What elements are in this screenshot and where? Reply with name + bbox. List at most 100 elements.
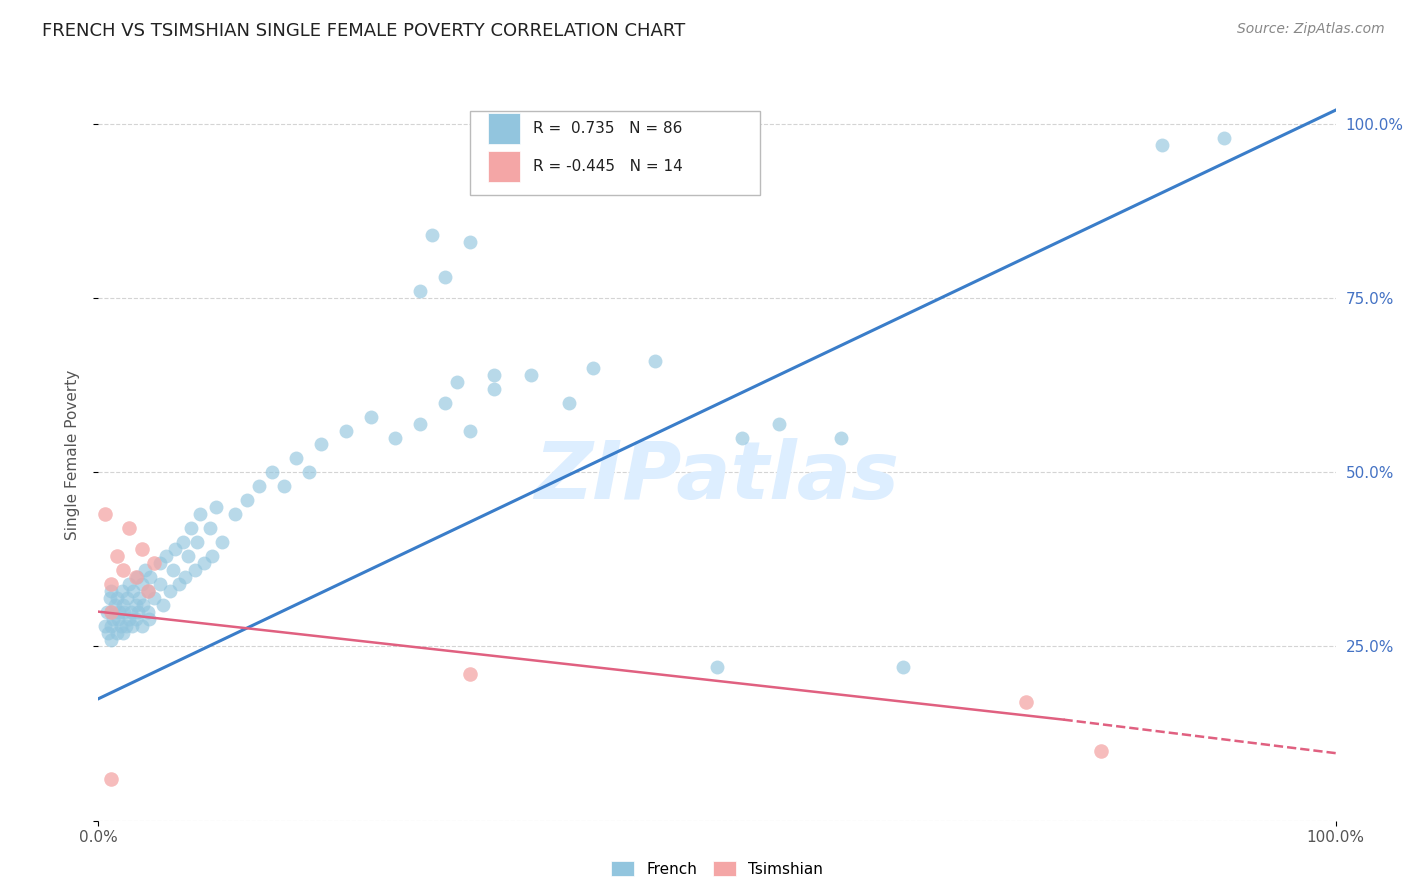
Point	[115, 591, 138, 605]
Point	[335, 424, 357, 438]
Point	[458, 424, 481, 438]
Point	[98, 591, 121, 605]
Point	[143, 556, 166, 570]
Point	[433, 270, 456, 285]
Point	[125, 570, 148, 584]
Point	[143, 591, 166, 605]
Point	[458, 235, 481, 250]
Point	[520, 368, 543, 382]
Point	[162, 563, 184, 577]
Point	[167, 576, 190, 591]
Point	[159, 583, 181, 598]
Text: Source: ZipAtlas.com: Source: ZipAtlas.com	[1237, 22, 1385, 37]
Point	[891, 660, 914, 674]
Point	[433, 395, 456, 409]
Point	[112, 625, 135, 640]
Point	[122, 583, 145, 598]
Point	[172, 535, 194, 549]
Point	[138, 612, 160, 626]
Point	[247, 479, 270, 493]
Point	[103, 612, 125, 626]
Point	[309, 437, 332, 451]
Point	[103, 598, 125, 612]
Point	[111, 583, 134, 598]
Point	[121, 618, 143, 632]
Point	[105, 549, 128, 563]
Point	[409, 417, 432, 431]
Point	[97, 625, 120, 640]
Point	[1213, 131, 1236, 145]
Point	[1015, 695, 1038, 709]
Point	[285, 451, 308, 466]
Point	[100, 618, 122, 632]
Point	[127, 605, 149, 619]
Text: ZIPatlas: ZIPatlas	[534, 438, 900, 516]
Point	[176, 549, 198, 563]
Point	[458, 667, 481, 681]
Y-axis label: Single Female Poverty: Single Female Poverty	[65, 370, 80, 540]
Point	[298, 466, 321, 480]
Point	[152, 598, 174, 612]
Point	[124, 570, 146, 584]
Point	[100, 583, 122, 598]
Point	[184, 563, 207, 577]
Point	[128, 591, 150, 605]
Point	[706, 660, 728, 674]
FancyBboxPatch shape	[470, 112, 761, 195]
Point	[112, 598, 135, 612]
Point	[644, 354, 666, 368]
Point	[93, 507, 115, 521]
Point	[136, 583, 159, 598]
Point	[112, 563, 135, 577]
Point	[108, 605, 131, 619]
Point	[114, 618, 136, 632]
Point	[136, 583, 159, 598]
Point	[273, 479, 295, 493]
Point	[236, 493, 259, 508]
Point	[180, 521, 202, 535]
Point	[118, 521, 141, 535]
Point	[149, 576, 172, 591]
Point	[131, 618, 153, 632]
Point	[484, 382, 506, 396]
Point	[211, 535, 233, 549]
Point	[132, 598, 155, 612]
Point	[124, 612, 146, 626]
Point	[96, 605, 118, 619]
Point	[201, 549, 224, 563]
Point	[557, 395, 579, 409]
Point	[100, 632, 122, 647]
Point	[155, 549, 177, 563]
Point	[198, 521, 221, 535]
Point	[484, 368, 506, 382]
Point	[360, 409, 382, 424]
Point	[409, 284, 432, 298]
Point	[1152, 137, 1174, 152]
FancyBboxPatch shape	[488, 113, 520, 145]
Point	[118, 612, 141, 626]
Text: FRENCH VS TSIMSHIAN SINGLE FEMALE POVERTY CORRELATION CHART: FRENCH VS TSIMSHIAN SINGLE FEMALE POVERT…	[42, 22, 686, 40]
FancyBboxPatch shape	[488, 152, 520, 182]
Point	[768, 417, 790, 431]
Legend: French, Tsimshian: French, Tsimshian	[606, 855, 828, 883]
Point	[112, 605, 135, 619]
Point	[93, 618, 115, 632]
Point	[131, 576, 153, 591]
Point	[384, 430, 406, 444]
Point	[149, 556, 172, 570]
Point	[131, 541, 153, 556]
Point	[105, 591, 128, 605]
Point	[422, 228, 444, 243]
Point	[110, 618, 132, 632]
Point	[100, 605, 122, 619]
Point	[100, 772, 122, 786]
Point	[120, 605, 142, 619]
Point	[582, 360, 605, 375]
Point	[105, 625, 128, 640]
Point	[731, 430, 754, 444]
Point	[118, 576, 141, 591]
Point	[446, 375, 468, 389]
Point	[174, 570, 197, 584]
Point	[139, 570, 162, 584]
Point	[186, 535, 208, 549]
